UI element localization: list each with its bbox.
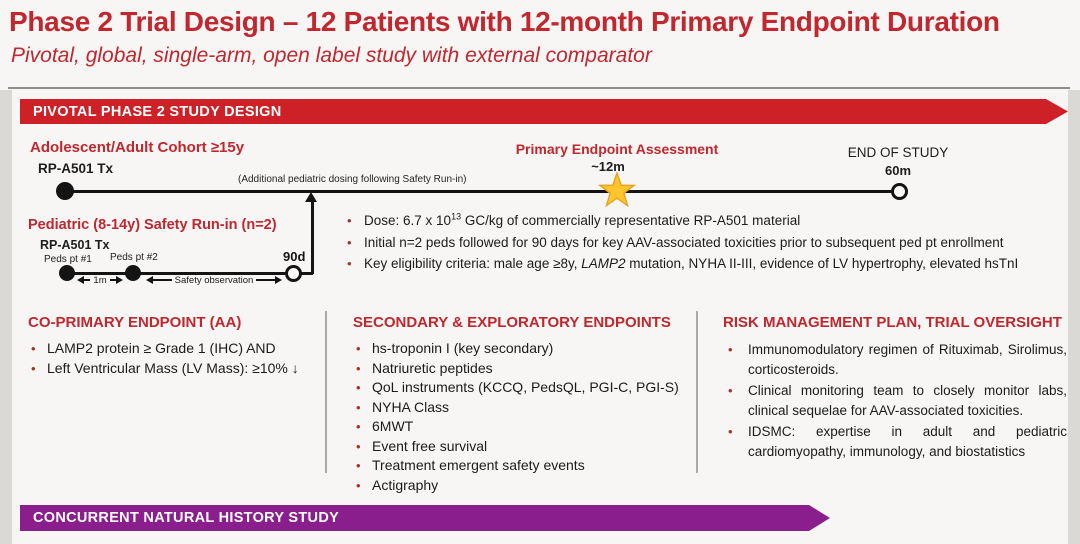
lamp2-gene-italic: LAMP2: [581, 256, 626, 271]
risk-management-column: RISK MANAGEMENT PLAN, TRIAL OVERSIGHT Im…: [723, 314, 1067, 463]
page-title: Phase 2 Trial Design – 12 Patients with …: [9, 6, 1000, 37]
safety-observation-arrow: Safety observation: [146, 274, 282, 286]
risk-item: Immunomodulatory regimen of Rituximab, S…: [723, 340, 1067, 380]
pivotal-study-banner: PIVOTAL PHASE 2 STUDY DESIGN: [20, 99, 1068, 124]
dose-bullet: Dose: 6.7 x 1013 GC/kg of commercially r…: [345, 211, 1073, 229]
primary-endpoint-star-icon: [597, 170, 637, 210]
one-month-interval-arrow: 1m: [77, 274, 124, 286]
endpoint-item: NYHA Class: [353, 399, 691, 417]
up-arrow-icon: [305, 192, 317, 202]
endpoint-item: Event free survival: [353, 438, 691, 456]
co-primary-endpoint-column: CO-PRIMARY ENDPOINT (AA) LAMP2 protein ≥…: [28, 314, 326, 379]
arrow-left-icon: [146, 276, 153, 284]
risk-item: IDSMC: expertise in adult and pediatric …: [723, 422, 1067, 462]
pediatric-tx-label: RP-A501 Tx: [40, 238, 110, 252]
arrow-right-icon: [116, 276, 124, 284]
primary-endpoint-label: Primary Endpoint Assessment: [515, 141, 719, 157]
dose-bullet-list: Dose: 6.7 x 1013 GC/kg of commercially r…: [345, 211, 1073, 278]
pediatric-connector-line: [311, 201, 314, 274]
peds-pt2-marker: [125, 265, 141, 281]
arrow-left-icon: [77, 276, 84, 284]
endpoint-item: 6MWT: [353, 418, 691, 436]
pediatric-timeline-line: [67, 272, 313, 275]
arrow-right-icon: [275, 276, 282, 284]
endpoint-item: Natriuretic peptides: [353, 360, 691, 378]
end-of-study-marker: [891, 183, 908, 200]
column-divider: [325, 311, 327, 473]
additional-dosing-note: (Additional pediatric dosing following S…: [238, 174, 467, 185]
slide-right-margin: [1068, 90, 1080, 544]
title-divider: [8, 87, 1070, 89]
endpoint-item: hs-troponin I (key secondary): [353, 340, 691, 358]
risk-item: Clinical monitoring team to closely moni…: [723, 381, 1067, 421]
dose-exponent: 13: [451, 211, 462, 222]
pivotal-study-banner-label: PIVOTAL PHASE 2 STUDY DESIGN: [33, 103, 282, 120]
day-90-marker: [285, 265, 302, 282]
main-timeline-line: [65, 190, 899, 193]
end-of-study-label: END OF STUDY: [847, 145, 949, 160]
pediatric-header: Pediatric (8-14y) Safety Run-in (n=2): [28, 217, 277, 233]
secondary-endpoints-column: SECONDARY & EXPLORATORY ENDPOINTS hs-tro…: [353, 314, 691, 496]
endpoint-item: Treatment emergent safety events: [353, 457, 691, 475]
slide-left-margin: [0, 90, 12, 544]
adult-tx-label: RP-A501 Tx: [38, 161, 114, 176]
endpoint-item: QoL instruments (KCCQ, PedsQL, PGI-C, PG…: [353, 379, 691, 397]
endpoint-item: LAMP2 protein ≥ Grade 1 (IHC) AND: [28, 340, 326, 358]
runin-bullet: Initial n=2 peds followed for 90 days fo…: [345, 235, 1073, 251]
natural-history-banner: CONCURRENT NATURAL HISTORY STUDY: [20, 505, 830, 531]
column-divider: [696, 311, 698, 473]
adult-cohort-label: Adolescent/Adult Cohort ≥15y: [30, 139, 245, 156]
peds-pt2-label: Peds pt #2: [110, 252, 158, 263]
primary-endpoint-time: ~12m: [591, 159, 625, 174]
day-90-label: 90d: [283, 249, 306, 264]
end-of-study-time: 60m: [884, 163, 912, 178]
eligibility-bullet: Key eligibility criteria: male age ≥8y, …: [345, 256, 1073, 272]
interval-label: 1m: [93, 274, 107, 286]
secondary-endpoints-header: SECONDARY & EXPLORATORY ENDPOINTS: [353, 314, 671, 331]
peds-pt1-label: Peds pt #1: [44, 254, 92, 265]
risk-management-header: RISK MANAGEMENT PLAN, TRIAL OVERSIGHT: [723, 314, 1062, 331]
peds-pt1-marker: [59, 265, 75, 281]
safety-observation-label: Safety observation: [174, 274, 254, 286]
page-subtitle: Pivotal, global, single-arm, open label …: [11, 44, 652, 67]
endpoint-item: Left Ventricular Mass (LV Mass): ≥10% ↓: [28, 360, 326, 378]
natural-history-banner-label: CONCURRENT NATURAL HISTORY STUDY: [33, 510, 340, 526]
endpoint-item: Actigraphy: [353, 477, 691, 495]
co-primary-endpoint-header: CO-PRIMARY ENDPOINT (AA): [28, 314, 242, 331]
adult-dose-marker: [56, 182, 74, 200]
